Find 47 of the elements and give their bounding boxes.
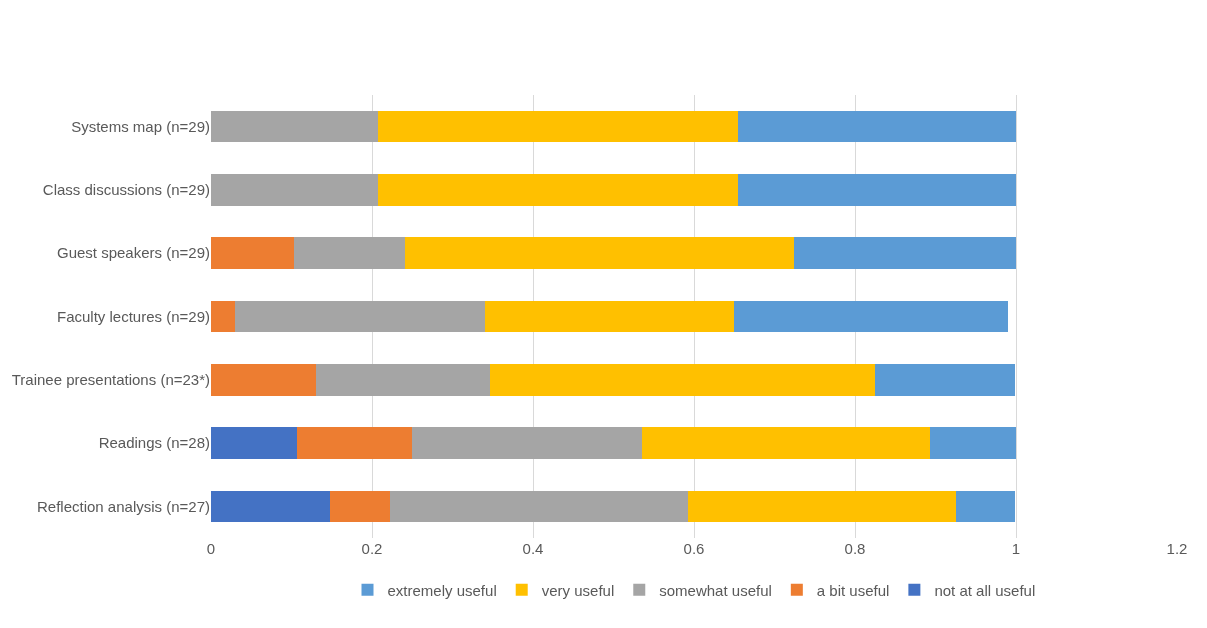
bar: [211, 300, 236, 333]
bar: [297, 427, 413, 459]
bar: [211, 174, 378, 206]
y-tick-label: Systems map (n=29): [71, 117, 210, 135]
bar: [405, 237, 794, 270]
bar: [875, 363, 1016, 396]
y-tick-label: Trainee presentations (n=23*): [11, 371, 210, 389]
bar: [484, 300, 735, 333]
bar: [687, 490, 956, 523]
x-tick-label: 0.2: [361, 540, 383, 557]
legend-label: a bit useful: [816, 581, 890, 599]
x-tick-label: 1.2: [1166, 540, 1188, 557]
bar: [211, 363, 316, 396]
bar: [211, 427, 298, 459]
x-tick-label: 0.6: [683, 540, 705, 557]
x-tick-label: 0.4: [522, 540, 544, 557]
bar: [738, 110, 1016, 143]
bar: [389, 490, 688, 523]
bar: [490, 363, 876, 396]
bar: [211, 237, 294, 270]
bar: [955, 490, 1016, 523]
y-tick-label: Class discussions (n=29): [42, 181, 210, 199]
bar: [211, 110, 378, 143]
x-tick-label: 0.8: [844, 540, 866, 557]
bar: [738, 174, 1016, 206]
x-tick-label: 0: [206, 540, 216, 557]
bar: [734, 300, 1008, 333]
bar: [793, 237, 1016, 270]
y-tick-label: Reflection analysis (n=27): [36, 497, 210, 515]
bar: [330, 490, 390, 523]
bar: [293, 237, 406, 270]
bar: [412, 427, 643, 459]
x-tick-label: 1: [1011, 540, 1021, 557]
y-tick-label: Faculty lectures (n=29): [57, 307, 210, 325]
bar: [235, 300, 485, 333]
y-tick-label: Readings (n=28): [98, 434, 210, 452]
legend-label: not at all useful: [934, 581, 1036, 599]
legend-label: somewhat useful: [659, 581, 772, 599]
legend-label: extremely useful: [387, 581, 497, 599]
legend-label: very useful: [541, 581, 615, 599]
bar: [377, 174, 739, 206]
bar: [642, 427, 930, 459]
bar: [929, 427, 1016, 459]
y-tick-label: Guest speakers (n=29): [57, 244, 210, 262]
bar: [315, 363, 491, 396]
bar: [377, 110, 739, 143]
bar: [211, 490, 331, 523]
